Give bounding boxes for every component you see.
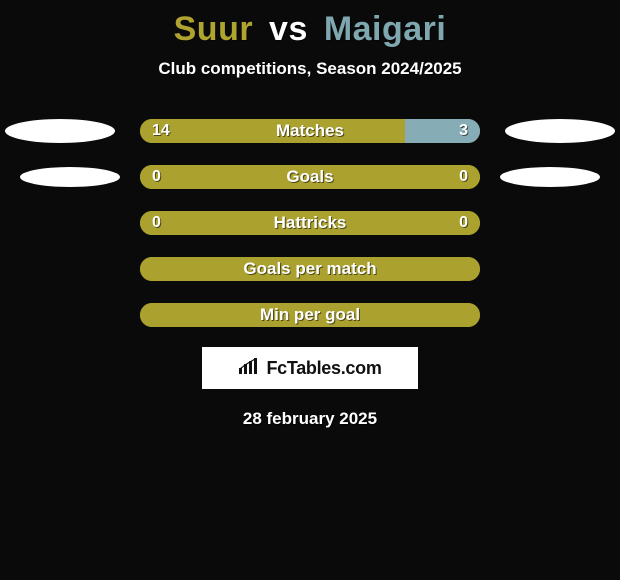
stat-bar-right [405, 119, 480, 143]
stat-bar [140, 211, 480, 235]
stat-bar-left [140, 303, 480, 327]
stat-row: Goals per match [0, 257, 620, 281]
player1-name: Suur [174, 10, 253, 48]
stat-bar-left [140, 257, 480, 281]
stat-row: Min per goal [0, 303, 620, 327]
brand-badge: FcTables.com [202, 347, 418, 389]
stat-bar [140, 257, 480, 281]
stat-bar [140, 303, 480, 327]
stat-row: Hattricks00 [0, 211, 620, 235]
stat-value-left: 0 [152, 165, 161, 189]
vs-label: vs [263, 10, 314, 48]
stat-value-right: 0 [459, 165, 468, 189]
stat-bar-left [140, 165, 480, 189]
stat-value-right: 0 [459, 211, 468, 235]
stat-value-right: 3 [459, 119, 468, 143]
player2-name: Maigari [324, 10, 447, 48]
stat-value-left: 14 [152, 119, 170, 143]
stat-bar [140, 119, 480, 143]
side-ellipse [5, 119, 115, 143]
bars-icon [238, 357, 260, 380]
stat-bar-left [140, 211, 480, 235]
stat-bar [140, 165, 480, 189]
stat-value-left: 0 [152, 211, 161, 235]
comparison-title: Suur vs Maigari [0, 0, 620, 49]
stat-rows: Matches143Goals00Hattricks00Goals per ma… [0, 119, 620, 327]
side-ellipse [500, 167, 600, 187]
stat-bar-left [140, 119, 405, 143]
side-ellipse [505, 119, 615, 143]
date-label: 28 february 2025 [0, 409, 620, 429]
brand-text: FcTables.com [266, 358, 381, 379]
subtitle: Club competitions, Season 2024/2025 [0, 59, 620, 79]
side-ellipse [20, 167, 120, 187]
